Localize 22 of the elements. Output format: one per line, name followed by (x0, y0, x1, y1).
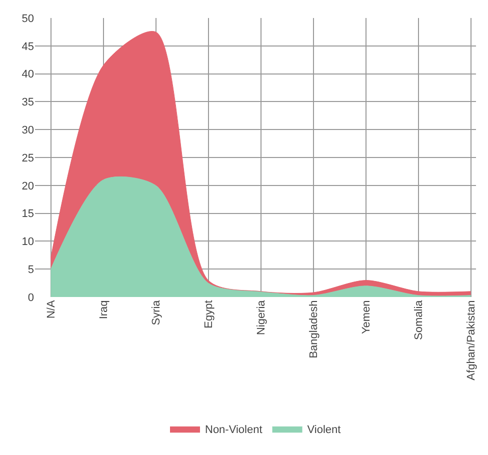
x-tick-label: Bangladesh (308, 300, 320, 358)
x-tick-label: Afghan/Pakistan (465, 300, 478, 380)
x-tick-label: Somalia (412, 299, 425, 340)
x-tick-label: Yemen (360, 300, 372, 334)
y-tick-label: 0 (28, 292, 34, 304)
legend-label: Non-Violent (205, 424, 262, 436)
y-tick-label: 25 (22, 152, 34, 164)
x-tick-label: Nigeria (255, 299, 268, 336)
x-tick-label: Egypt (202, 300, 215, 328)
legend-label: Violent (307, 424, 341, 436)
y-tick-label: 50 (22, 12, 34, 25)
x-tick-label: Syria (150, 299, 162, 326)
x-tick-label: Iraq (98, 300, 110, 320)
y-tick-label: 5 (28, 264, 34, 276)
y-tick-label: 10 (22, 236, 34, 248)
x-tick-label: N/A (45, 300, 58, 319)
y-tick-label: 15 (22, 208, 34, 220)
y-tick-label: 35 (22, 96, 34, 109)
y-tick-label: 40 (22, 68, 34, 81)
y-tick-label: 45 (22, 40, 34, 53)
y-tick-label: 30 (22, 124, 34, 136)
y-tick-label: 20 (22, 180, 34, 192)
